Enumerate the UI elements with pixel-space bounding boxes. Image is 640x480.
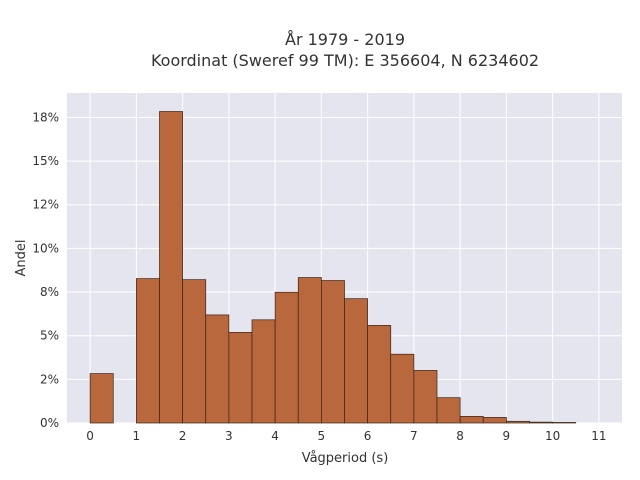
histogram-bar xyxy=(506,420,530,424)
chart-title-line2: Koordinat (Sweref 99 TM): E 356604, N 62… xyxy=(151,51,539,70)
y-tick-labels: 0% 2% 5% 8% 10% 12% 15% 18% xyxy=(32,110,59,430)
histogram-bar xyxy=(274,291,299,424)
x-tick-label: 7 xyxy=(410,429,418,443)
y-tick-label: 18% xyxy=(32,110,59,124)
y-axis-label: Andel xyxy=(14,240,29,277)
y-tick-label: 5% xyxy=(40,329,59,343)
x-tick-label: 10 xyxy=(545,429,560,443)
histogram-bar xyxy=(89,373,114,424)
bars xyxy=(89,111,577,424)
chart-title-line1: År 1979 - 2019 xyxy=(285,30,405,49)
histogram-bar xyxy=(182,279,207,424)
y-tick-label: 12% xyxy=(32,198,59,212)
x-tick-label: 8 xyxy=(456,429,464,443)
x-tick-label: 9 xyxy=(503,429,511,443)
histogram-bar xyxy=(413,370,438,424)
x-tick-label: 2 xyxy=(179,429,187,443)
histogram-bar xyxy=(228,332,253,424)
histogram-bar xyxy=(367,325,392,424)
x-tick-label: 5 xyxy=(318,429,326,443)
x-tick-label: 4 xyxy=(271,429,279,443)
histogram-bar xyxy=(529,421,553,424)
histogram-bar xyxy=(205,314,230,424)
histogram-bar xyxy=(159,111,183,424)
histogram-bar xyxy=(482,417,507,424)
y-tick-label: 8% xyxy=(40,285,59,299)
y-tick-label: 2% xyxy=(40,372,59,386)
histogram-bar xyxy=(390,353,415,424)
histogram-bar xyxy=(136,278,160,424)
histogram-bar xyxy=(344,298,368,424)
y-tick-label: 15% xyxy=(32,154,59,168)
histogram-bar xyxy=(459,416,484,424)
x-tick-label: 11 xyxy=(591,429,606,443)
x-tick-labels: 0 1 2 3 4 5 6 7 8 9 10 11 xyxy=(86,429,606,443)
histogram-bar xyxy=(436,397,461,424)
histogram-bar xyxy=(321,280,345,424)
x-axis-label: Vågperiod (s) xyxy=(302,451,389,466)
histogram-bar xyxy=(552,422,577,424)
y-tick-label: 0% xyxy=(40,416,59,430)
x-tick-label: 3 xyxy=(225,429,233,443)
histogram-bar xyxy=(251,319,276,424)
histogram-bar xyxy=(297,277,322,424)
y-tick-label: 10% xyxy=(32,241,59,255)
x-tick-label: 6 xyxy=(364,429,372,443)
x-tick-label: 1 xyxy=(133,429,141,443)
x-tick-label: 0 xyxy=(86,429,94,443)
